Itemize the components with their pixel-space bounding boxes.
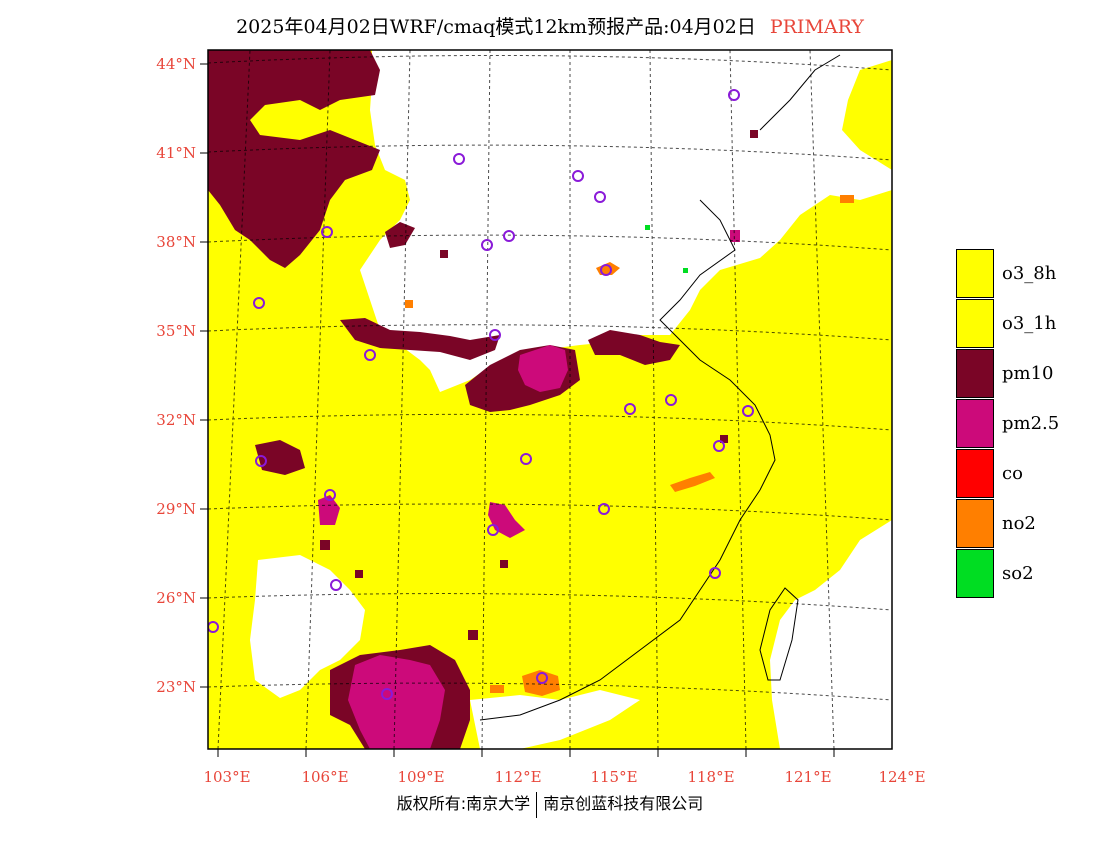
legend-swatch — [956, 299, 994, 348]
graticule — [208, 50, 892, 749]
legend-label: no2 — [1002, 513, 1036, 534]
legend-item: o3_1h — [956, 299, 1076, 349]
legend-swatch — [956, 249, 994, 298]
scatter-spots — [320, 130, 854, 693]
copyright-owner: 版权所有:南京大学 — [396, 794, 531, 813]
clean-region-east — [770, 520, 892, 749]
lat-label: 35°N — [156, 322, 196, 340]
legend-label: o3_1h — [1002, 313, 1057, 334]
map-frame — [207, 49, 893, 750]
lon-label: 121°E — [784, 768, 831, 786]
legend-item: co — [956, 449, 1076, 499]
pm10-region-sichuan — [255, 440, 305, 475]
legend-item: pm10 — [956, 349, 1076, 399]
lat-label: 26°N — [156, 589, 196, 607]
latitude-axis: 44°N 41°N 38°N 35°N 32°N 29°N 26°N 23°N — [156, 55, 208, 696]
lon-label: 115°E — [590, 768, 637, 786]
taiwan-outline — [759, 587, 799, 681]
lon-label: 109°E — [397, 768, 444, 786]
map-title: 2025年04月02日WRF/cmaq模式12km预报产品:04月02日 PRIM… — [0, 12, 1100, 39]
lat-label: 29°N — [156, 500, 196, 518]
lat-label: 32°N — [156, 411, 196, 429]
legend-item: o3_8h — [956, 249, 1076, 299]
legend-label: o3_8h — [1002, 263, 1057, 284]
legend-swatch — [956, 449, 994, 498]
legend-item: no2 — [956, 499, 1076, 549]
copyright: 版权所有:南京大学 南京创蓝科技有限公司 — [0, 790, 1100, 818]
pm10-region-northwest — [208, 50, 380, 268]
legend-label: co — [1002, 463, 1023, 484]
map-area — [208, 50, 892, 749]
lat-label: 41°N — [156, 144, 196, 162]
clean-region-north — [360, 50, 892, 392]
lon-label: 118°E — [687, 768, 734, 786]
legend-swatch — [956, 399, 994, 448]
legend-label: pm2.5 — [1002, 413, 1060, 434]
longitude-axis: 103°E 106°E 109°E 112°E 115°E 118°E 121°… — [203, 749, 926, 786]
map-title-tag: PRIMARY — [769, 16, 864, 38]
pm10-region-shanxi — [385, 222, 415, 248]
pm25-region-guangxi — [348, 655, 445, 749]
pm25-region-chongqing — [318, 495, 340, 525]
lat-label: 23°N — [156, 678, 196, 696]
legend-swatch — [956, 499, 994, 548]
legend-label: pm10 — [1002, 363, 1054, 384]
legend-swatch — [956, 349, 994, 398]
map-title-main: 2025年04月02日WRF/cmaq模式12km预报产品:04月02日 — [236, 16, 756, 38]
pm10-region-hubei — [588, 330, 680, 365]
legend-item: pm2.5 — [956, 399, 1076, 449]
legend: o3_8h o3_1h pm10 pm2.5 co no2 so2 — [956, 249, 1076, 599]
copyright-divider — [536, 791, 538, 818]
lon-label: 103°E — [203, 768, 250, 786]
coastline — [479, 54, 841, 721]
no2-region-fujian — [670, 472, 715, 492]
lon-label: 106°E — [301, 768, 348, 786]
lat-label: 44°N — [156, 55, 196, 73]
legend-item: so2 — [956, 549, 1076, 599]
copyright-company: 南京创蓝科技有限公司 — [543, 794, 704, 813]
legend-swatch — [956, 549, 994, 598]
lon-label: 124°E — [878, 768, 925, 786]
clean-region-guangdong — [470, 690, 640, 749]
lon-label: 112°E — [494, 768, 541, 786]
legend-label: so2 — [1002, 563, 1034, 584]
station-markers — [208, 89, 754, 700]
pm25-region-henan — [518, 345, 568, 392]
lat-label: 38°N — [156, 233, 196, 251]
pm10-region-shaanxi — [340, 318, 500, 360]
